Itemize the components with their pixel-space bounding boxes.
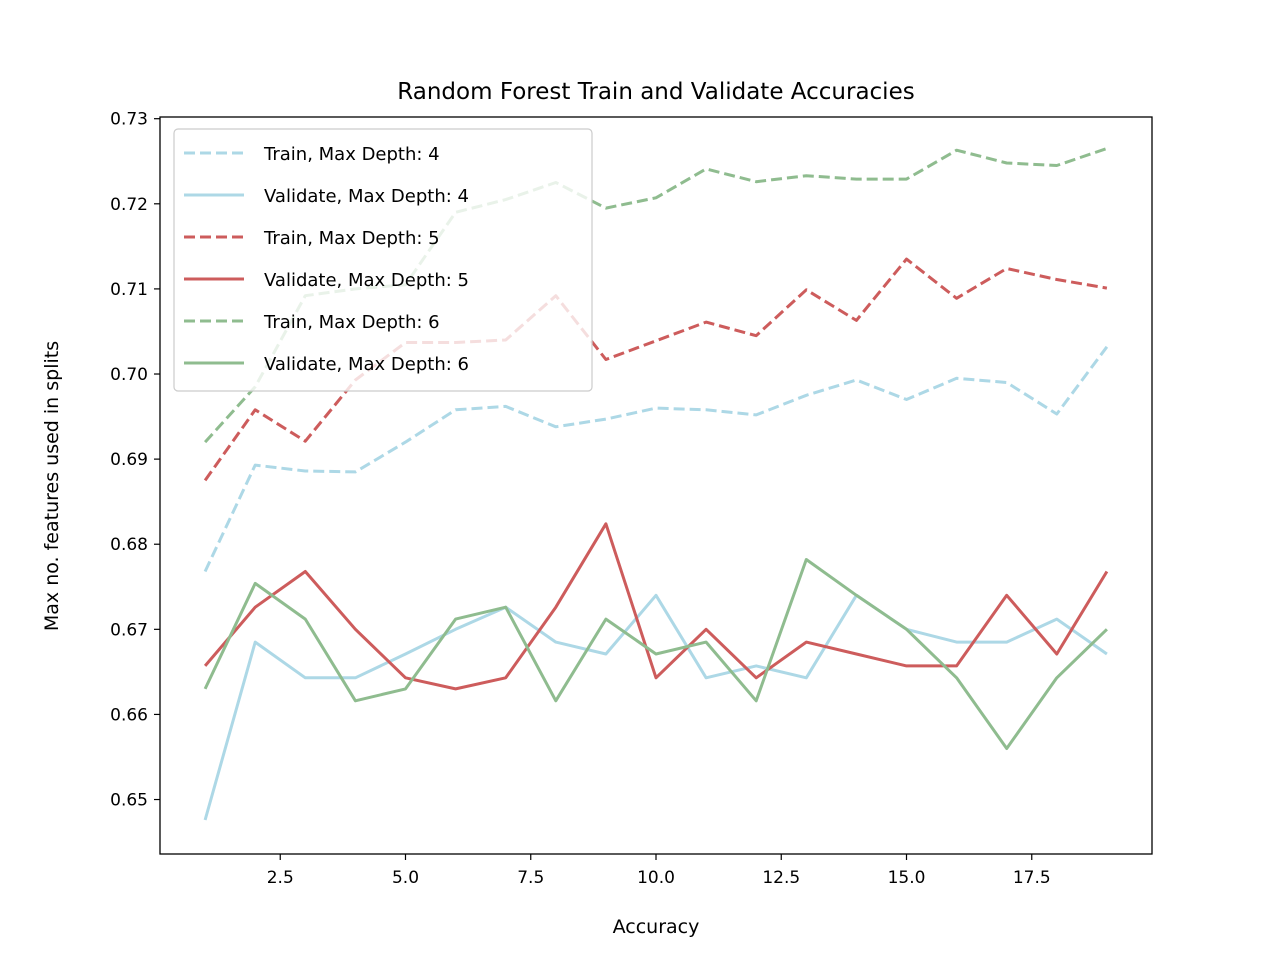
y-axis-label: Max no. features used in splits: [41, 341, 63, 631]
x-axis-label: Accuracy: [613, 916, 700, 938]
legend: Train, Max Depth: 4 Validate, Max Depth: …: [173, 128, 593, 392]
legend-label-5: Train, Max Depth: 6: [263, 312, 440, 333]
legend-label-1: Train, Max Depth: 4: [263, 144, 440, 165]
y-tick-label: 0.73: [110, 110, 148, 130]
series-line-1: [203, 345, 1109, 573]
y-tick-label: 0.70: [110, 365, 148, 385]
y-tick-label: 0.69: [110, 450, 148, 470]
y-tick-label: 0.68: [110, 535, 148, 555]
y-tick-label: 0.65: [110, 791, 148, 811]
legend-label-6: Validate, Max Depth: 6: [264, 354, 469, 375]
legend-label-4: Validate, Max Depth: 5: [264, 270, 469, 291]
legend-box: [173, 128, 593, 392]
series-line-4: [203, 522, 1109, 691]
x-tick-label: 17.5: [1013, 868, 1051, 888]
x-tick-label: 5.0: [392, 868, 419, 888]
x-tick-label: 7.5: [517, 868, 544, 888]
x-axis: 2.5 5.0 7.5 10.0 12.5 15.0 17.5: [267, 854, 1051, 888]
chart-title: Random Forest Train and Validate Accurac…: [397, 79, 914, 105]
series-line-2: [203, 593, 1108, 821]
x-tick-label: 12.5: [762, 868, 800, 888]
x-tick-label: 10.0: [637, 868, 675, 888]
legend-label-3: Train, Max Depth: 5: [263, 228, 440, 249]
y-axis: 0.65 0.66 0.67 0.68 0.69 0.70 0.71 0.72 0.73: [110, 110, 160, 811]
x-tick-label: 15.0: [888, 868, 926, 888]
y-tick-label: 0.71: [110, 280, 148, 300]
legend-label-2: Validate, Max Depth: 4: [264, 186, 469, 207]
y-tick-label: 0.66: [110, 705, 148, 725]
y-tick-label: 0.67: [110, 620, 148, 640]
y-tick-label: 0.72: [110, 195, 148, 215]
series-line-6: [203, 558, 1108, 750]
x-tick-label: 2.5: [267, 868, 294, 888]
